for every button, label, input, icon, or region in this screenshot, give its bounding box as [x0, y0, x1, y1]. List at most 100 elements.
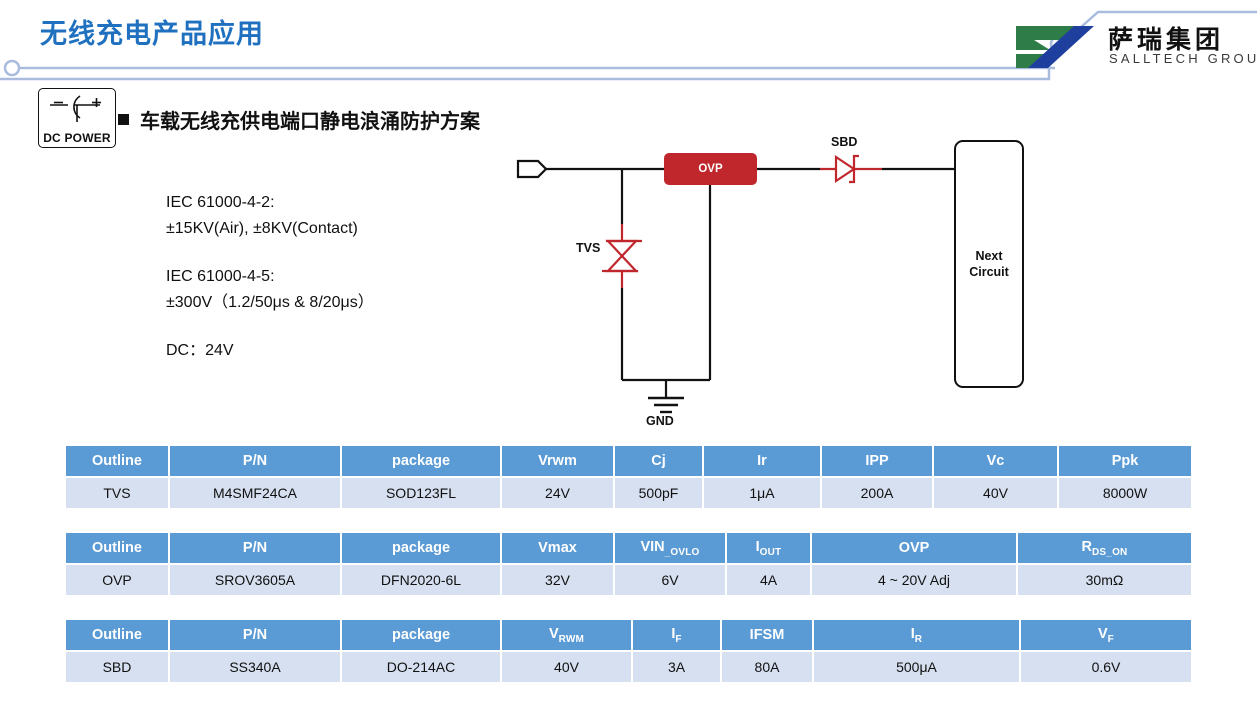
column-header: Outline — [66, 620, 170, 650]
column-header: P/N — [170, 620, 342, 650]
ovp-component-block: OVP — [664, 153, 757, 185]
table-row: OVP SROV3605A DFN2020-6L 32V 6V 4A 4 ~ 2… — [66, 563, 1191, 595]
next-circuit-line2: Circuit — [969, 265, 1009, 279]
column-header: P/N — [170, 446, 342, 476]
header-sub: F — [1107, 633, 1114, 645]
sbd-table: Outline P/N package VRWM IF IFSM IR VF S… — [66, 620, 1191, 682]
column-header: IPP — [822, 446, 934, 476]
column-header: RDS_ON — [1018, 533, 1191, 563]
header-sub: _OVLO — [664, 546, 700, 558]
spec-value: ±15KV(Air), ±8KV(Contact) — [166, 220, 358, 237]
cell: 200A — [822, 476, 934, 508]
logo-english-name: SALLTECH GROUP — [1109, 51, 1257, 66]
cell: 500μA — [814, 650, 1021, 682]
next-circuit-line1: Next — [975, 249, 1003, 263]
spec-title: IEC 61000-4-2: — [166, 194, 275, 211]
cell: 40V — [934, 476, 1059, 508]
cell: 4A — [727, 563, 812, 595]
column-header: OVP — [812, 533, 1018, 563]
column-header: IF — [633, 620, 722, 650]
cell: 1μA — [704, 476, 822, 508]
column-header: P/N — [170, 533, 342, 563]
dc-power-symbol-icon — [50, 95, 101, 122]
spec-value: ±300V（1.2/50μs & 8/20μs） — [166, 294, 374, 311]
logo-chinese-name: 萨瑞集团 — [1108, 26, 1225, 54]
next-circuit-label: Next Circuit — [969, 248, 1009, 280]
cell: 40V — [502, 650, 633, 682]
cell: 24V — [502, 476, 615, 508]
spec-list: IEC 61000-4-2: ±15KV(Air), ±8KV(Contact)… — [166, 190, 374, 386]
table-header-row: Outline P/N package VRWM IF IFSM IR VF — [66, 620, 1191, 650]
table-header-row: Outline P/N package Vrwm Cj Ir IPP Vc Pp… — [66, 446, 1191, 476]
table-header-row: Outline P/N package Vmax VIN_OVLO IOUT O… — [66, 533, 1191, 563]
table-row: SBD SS340A DO-214AC 40V 3A 80A 500μA 0.6… — [66, 650, 1191, 682]
cell: 3A — [633, 650, 722, 682]
next-circuit-block: Next Circuit — [954, 140, 1024, 388]
dc-power-label: DC POWER — [43, 131, 111, 145]
cell: DFN2020-6L — [342, 563, 502, 595]
header-main: I — [910, 625, 915, 642]
section-heading: 车载无线充供电端口静电浪涌防护方案 — [140, 111, 480, 133]
header-sub: DS_ON — [1092, 546, 1128, 558]
cell: 80A — [722, 650, 814, 682]
spec-item: IEC 61000-4-2: ±15KV(Air), ±8KV(Contact) — [166, 190, 374, 242]
spec-item: DC：24V — [166, 338, 374, 364]
cell: SOD123FL — [342, 476, 502, 508]
column-header: IOUT — [727, 533, 812, 563]
header-main: I — [671, 625, 676, 642]
cell: 32V — [502, 563, 615, 595]
spec-title: IEC 61000-4-5: — [166, 268, 275, 285]
column-header: VIN_OVLO — [615, 533, 727, 563]
column-header: IFSM — [722, 620, 814, 650]
header-main: V — [1098, 625, 1108, 642]
cell: 0.6V — [1021, 650, 1191, 682]
column-header: package — [342, 533, 502, 563]
column-header: Ir — [704, 446, 822, 476]
page-title: 无线充电产品应用 — [40, 19, 264, 49]
header-main: V — [548, 625, 559, 642]
column-header: package — [342, 620, 502, 650]
sbd-label: SBD — [831, 135, 858, 149]
tvs-label: TVS — [576, 241, 601, 255]
cell: SBD — [66, 650, 170, 682]
cell: OVP — [66, 563, 170, 595]
column-header: Cj — [615, 446, 704, 476]
column-header: Vc — [934, 446, 1059, 476]
header-sub: F — [675, 633, 682, 645]
cell: 6V — [615, 563, 727, 595]
header-sub: R — [914, 633, 923, 645]
tvs-table: Outline P/N package Vrwm Cj Ir IPP Vc Pp… — [66, 446, 1191, 508]
column-header: IR — [814, 620, 1021, 650]
cell: 8000W — [1059, 476, 1191, 508]
column-header: package — [342, 446, 502, 476]
column-header: VRWM — [502, 620, 633, 650]
cell: 30mΩ — [1018, 563, 1191, 595]
section-bullet-icon — [118, 114, 129, 125]
spec-title: DC：24V — [166, 342, 234, 359]
circuit-svg — [516, 154, 954, 414]
cell: TVS — [66, 476, 170, 508]
column-header: Vrwm — [502, 446, 615, 476]
column-header: VF — [1021, 620, 1191, 650]
cell: DO-214AC — [342, 650, 502, 682]
column-header: Vmax — [502, 533, 615, 563]
header-main: R — [1081, 538, 1093, 555]
dc-power-badge: DC POWER — [38, 88, 116, 148]
cell: SROV3605A — [170, 563, 342, 595]
column-header: Outline — [66, 533, 170, 563]
gnd-label: GND — [646, 414, 674, 428]
header-sub: OUT — [759, 546, 782, 558]
ovp-table: Outline P/N package Vmax VIN_OVLO IOUT O… — [66, 533, 1191, 595]
circuit-diagram: OVP Next Circuit TVS SBD GND — [490, 128, 1050, 428]
table-row: TVS M4SMF24CA SOD123FL 24V 500pF 1μA 200… — [66, 476, 1191, 508]
column-header: Ppk — [1059, 446, 1191, 476]
salltech-logo-mark — [1016, 26, 1094, 68]
cell: 500pF — [615, 476, 704, 508]
cell: 4 ~ 20V Adj — [812, 563, 1018, 595]
spec-item: IEC 61000-4-5: ±300V（1.2/50μs & 8/20μs） — [166, 264, 374, 316]
header-main: I — [755, 538, 760, 555]
header-sub: RWM — [558, 633, 585, 645]
cell: M4SMF24CA — [170, 476, 342, 508]
cell: SS340A — [170, 650, 342, 682]
